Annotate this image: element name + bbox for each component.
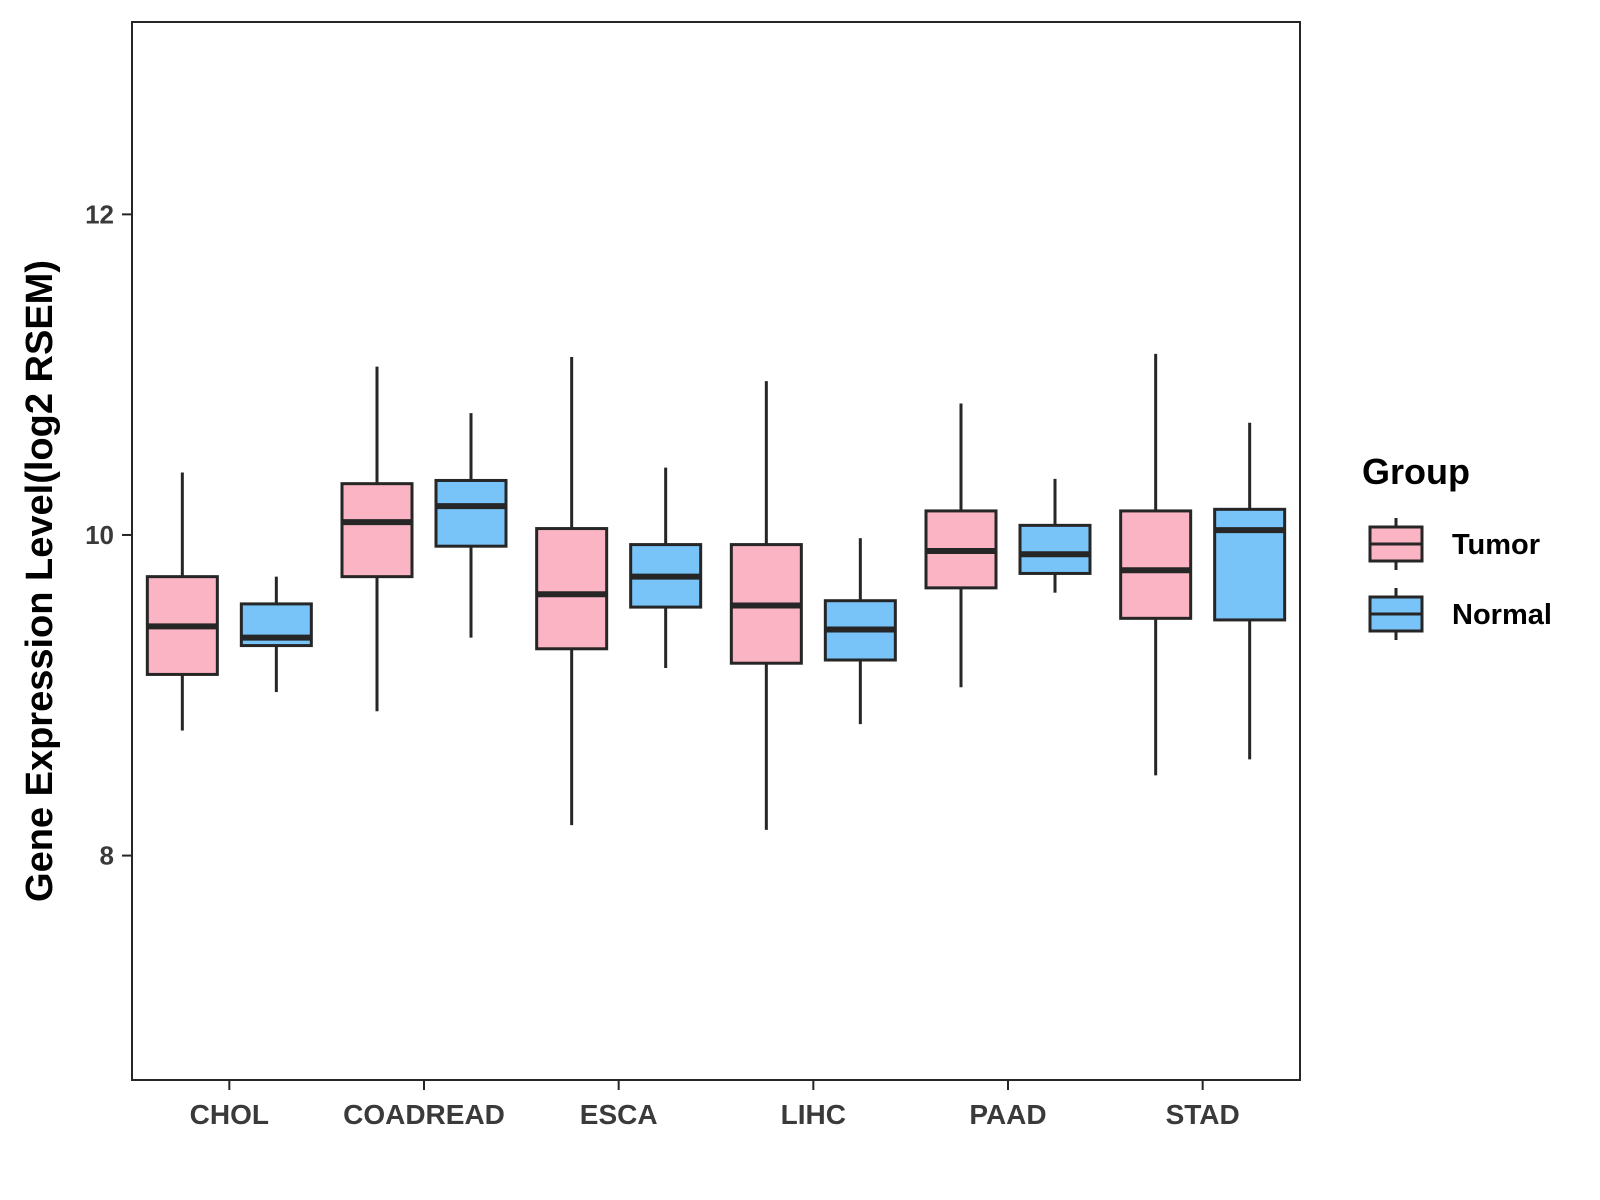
box-iqr bbox=[1119, 509, 1193, 620]
box-lihc-tumor bbox=[729, 381, 803, 830]
box-paad-normal bbox=[1018, 478, 1092, 593]
axes: 8 10 12 CHOL COADREAD ESCA LIHC PAAD STAD Gene Ex… bbox=[19, 21, 1301, 1130]
box-esca-tumor bbox=[535, 357, 609, 826]
y-tick-label: 8 bbox=[100, 841, 114, 871]
legend-entry-tumor: Tumor bbox=[1368, 518, 1540, 570]
x-tick-label: STAD bbox=[1166, 1099, 1240, 1130]
x-tick-label: CHOL bbox=[190, 1099, 269, 1130]
legend-label: Normal bbox=[1452, 599, 1552, 631]
legend-entry-normal: Normal bbox=[1368, 588, 1552, 640]
plot-area bbox=[145, 353, 1287, 830]
box-iqr bbox=[1213, 507, 1287, 622]
box-stad-normal bbox=[1213, 422, 1287, 760]
y-tick-label: 10 bbox=[85, 520, 114, 550]
box-chol-tumor bbox=[145, 472, 219, 731]
legend: Group Tumor Normal bbox=[1362, 451, 1552, 640]
x-tick-label: ESCA bbox=[580, 1099, 658, 1130]
x-tick-label: LIHC bbox=[781, 1099, 846, 1130]
box-lihc-normal bbox=[823, 538, 897, 725]
box-esca-normal bbox=[629, 467, 703, 669]
box-stad-tumor bbox=[1119, 353, 1193, 776]
x-tick-label: COADREAD bbox=[343, 1099, 505, 1130]
y-tick-label: 12 bbox=[85, 199, 114, 229]
box-iqr bbox=[535, 527, 609, 651]
x-tick-label: PAAD bbox=[969, 1099, 1046, 1130]
box-iqr bbox=[340, 482, 414, 579]
legend-label: Tumor bbox=[1452, 529, 1540, 561]
box-coadread-normal bbox=[434, 413, 508, 638]
legend-title: Group bbox=[1362, 451, 1470, 492]
box-iqr bbox=[1018, 523, 1092, 575]
box-iqr bbox=[434, 478, 508, 548]
box-chol-normal bbox=[239, 576, 313, 693]
panel-border bbox=[131, 21, 1301, 1081]
box-coadread-tumor bbox=[340, 366, 414, 712]
box-paad-tumor bbox=[924, 403, 998, 688]
y-axis-title: Gene Expression Level(log2 RSEM) bbox=[19, 260, 61, 902]
